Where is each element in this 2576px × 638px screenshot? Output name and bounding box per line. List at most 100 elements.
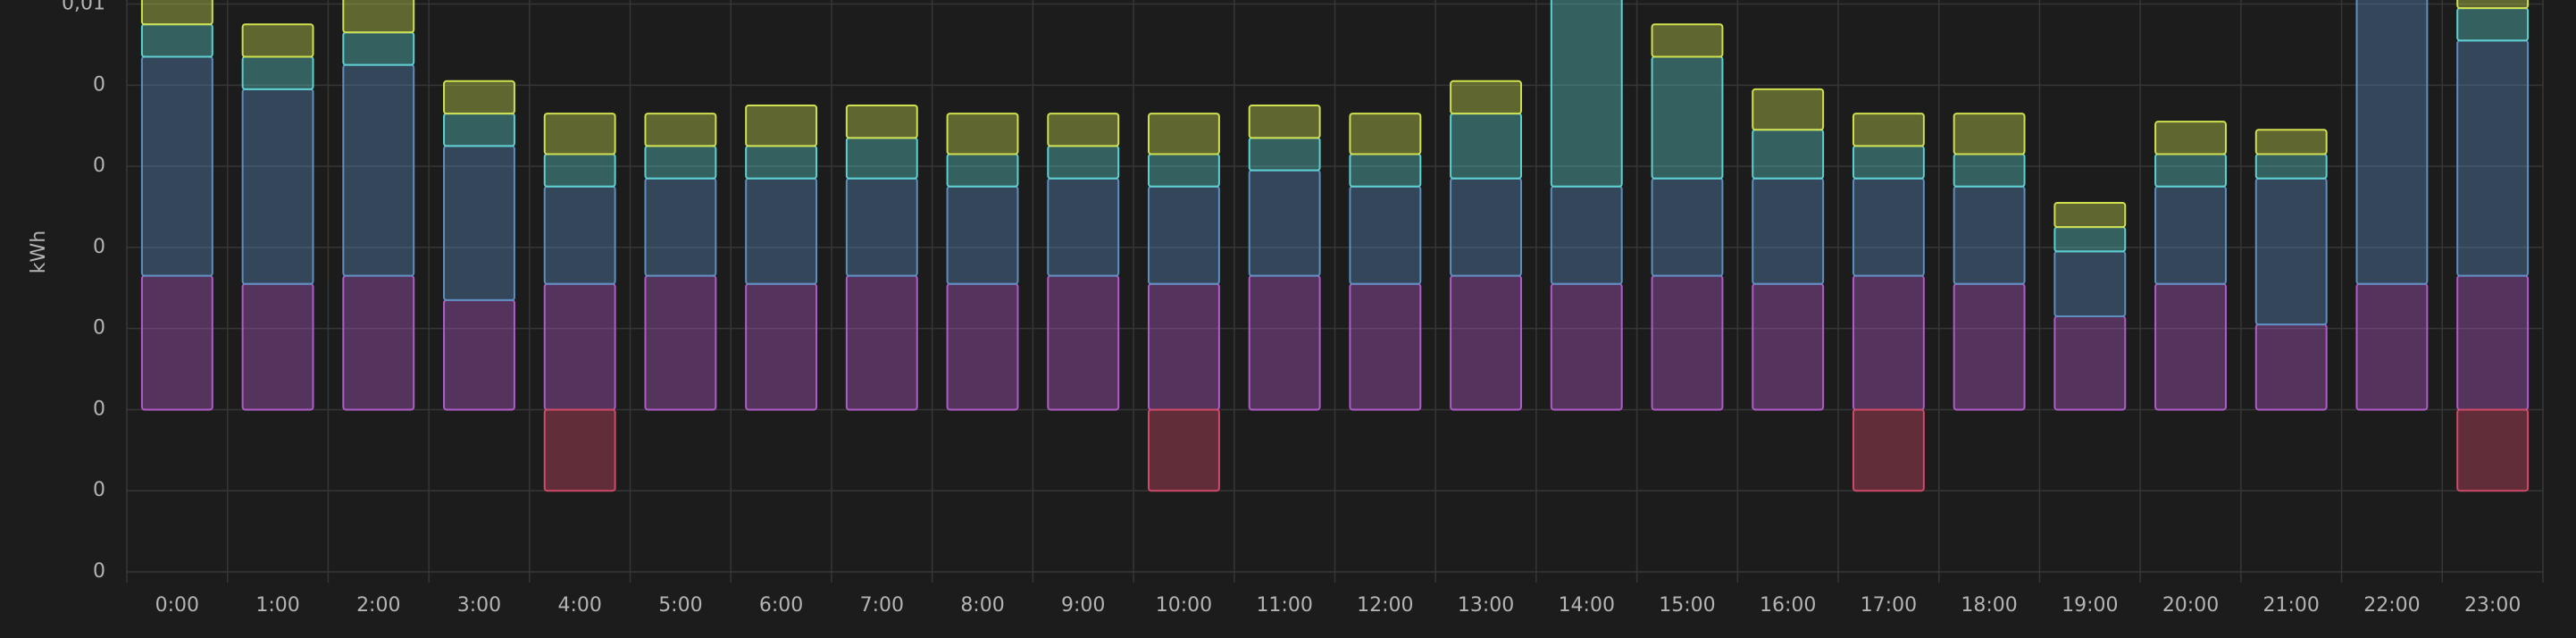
x-tick-label: 22:00 bbox=[2363, 594, 2420, 617]
bar-segment bbox=[644, 177, 717, 277]
bar-segment bbox=[241, 23, 314, 58]
bar-segment bbox=[745, 177, 818, 285]
y-tick-label: 0 bbox=[93, 236, 105, 258]
x-tick-label: 19:00 bbox=[2062, 594, 2118, 617]
bar-segment bbox=[845, 177, 918, 277]
bar-segment bbox=[1047, 177, 1120, 277]
bar-segment bbox=[2154, 153, 2227, 188]
bar-segment bbox=[443, 298, 515, 411]
bar-segment bbox=[241, 55, 314, 90]
bar-segment bbox=[443, 145, 515, 301]
bar-segment bbox=[845, 105, 918, 139]
y-tick-label: 0 bbox=[93, 317, 105, 340]
bar-segment bbox=[543, 153, 616, 188]
bar-segment bbox=[543, 185, 616, 285]
x-tick-label: 8:00 bbox=[960, 594, 1004, 617]
x-tick-label: 1:00 bbox=[255, 594, 299, 617]
bar-segment bbox=[1651, 23, 1724, 58]
bar-segment bbox=[1047, 145, 1120, 180]
bar-segment bbox=[1147, 113, 1220, 155]
x-tick-label: 11:00 bbox=[1256, 594, 1312, 617]
bar-segment bbox=[1147, 408, 1220, 492]
bar-segment bbox=[2154, 185, 2227, 285]
bar-segment bbox=[644, 145, 717, 180]
bar-segment bbox=[140, 55, 213, 277]
bar-segment bbox=[1752, 88, 1825, 131]
bar-segment bbox=[543, 113, 616, 155]
x-tick-label: 15:00 bbox=[1659, 594, 1715, 617]
bar-segment bbox=[1349, 153, 1422, 188]
x-tick-label: 17:00 bbox=[1861, 594, 1917, 617]
bar-segment bbox=[845, 137, 918, 180]
bar-segment bbox=[1349, 113, 1422, 155]
x-tick-label: 12:00 bbox=[1357, 594, 1413, 617]
bar-segment bbox=[140, 274, 213, 411]
bar-segment bbox=[1248, 274, 1321, 411]
bar-segment bbox=[1852, 145, 1925, 180]
bar-segment bbox=[2053, 201, 2127, 229]
x-tick-label: 18:00 bbox=[1961, 594, 2017, 617]
bar-segment bbox=[644, 274, 717, 411]
bar-segment bbox=[342, 0, 415, 34]
bar-segment bbox=[946, 113, 1019, 155]
bar-segment bbox=[745, 145, 818, 180]
bar-segment bbox=[543, 408, 616, 492]
bar-segment bbox=[644, 113, 717, 147]
bar-segment bbox=[1248, 105, 1321, 139]
bar-segment bbox=[140, 23, 213, 58]
x-tick-label: 13:00 bbox=[1458, 594, 1514, 617]
bar-segment bbox=[2053, 315, 2127, 411]
bar-segment bbox=[946, 153, 1019, 188]
bar-segment bbox=[342, 63, 415, 277]
bar-segment bbox=[443, 113, 515, 147]
x-tick-label: 16:00 bbox=[1760, 594, 1816, 617]
bar-segment bbox=[2254, 177, 2328, 326]
y-tick-label: 0 bbox=[93, 155, 105, 177]
bar-segment bbox=[1450, 274, 1523, 411]
x-tick-label: 3:00 bbox=[457, 594, 501, 617]
bar-segment bbox=[1047, 113, 1120, 147]
bar-segment bbox=[946, 282, 1019, 411]
bar-segment bbox=[2154, 282, 2227, 411]
bar-segment bbox=[1248, 137, 1321, 172]
bar-segment bbox=[1147, 282, 1220, 411]
bar-segment bbox=[2254, 129, 2328, 155]
x-tick-label: 0:00 bbox=[155, 594, 199, 617]
x-tick-label: 10:00 bbox=[1156, 594, 1212, 617]
bar-segment bbox=[2456, 39, 2530, 277]
bar-segment bbox=[1953, 153, 2026, 188]
bar-segment bbox=[1852, 408, 1925, 492]
bar-segment bbox=[1953, 185, 2026, 285]
bar-segment bbox=[1852, 177, 1925, 277]
x-tick-label: 14:00 bbox=[1559, 594, 1615, 617]
y-axis-label: kWh bbox=[28, 231, 50, 273]
x-tick-label: 9:00 bbox=[1061, 594, 1105, 617]
bar-segment bbox=[1752, 129, 1825, 180]
bar-segment bbox=[1550, 0, 1623, 188]
bars bbox=[140, 0, 2530, 492]
bar-segment bbox=[241, 88, 314, 285]
bar-segment bbox=[845, 274, 918, 411]
bar-segment bbox=[1147, 153, 1220, 188]
y-tick-label: 0 bbox=[93, 73, 105, 96]
bar-segment bbox=[140, 0, 213, 26]
bar-segment bbox=[1852, 113, 1925, 147]
bar-segment bbox=[1651, 55, 1724, 180]
x-tick-label: 6:00 bbox=[759, 594, 803, 617]
bar-segment bbox=[1651, 177, 1724, 277]
bar-segment bbox=[2456, 7, 2530, 42]
bar-segment bbox=[946, 185, 1019, 285]
bar-segment bbox=[745, 282, 818, 411]
bar-segment bbox=[2456, 0, 2530, 10]
x-tick-label: 2:00 bbox=[356, 594, 400, 617]
bar-segment bbox=[1550, 282, 1623, 411]
bar-segment bbox=[241, 282, 314, 411]
bar-segment bbox=[1147, 185, 1220, 285]
bar-segment bbox=[1450, 113, 1523, 180]
x-tick-label: 20:00 bbox=[2162, 594, 2219, 617]
bar-segment bbox=[1752, 177, 1825, 285]
bar-segment bbox=[1852, 274, 1925, 411]
bar-segment bbox=[2355, 282, 2429, 411]
